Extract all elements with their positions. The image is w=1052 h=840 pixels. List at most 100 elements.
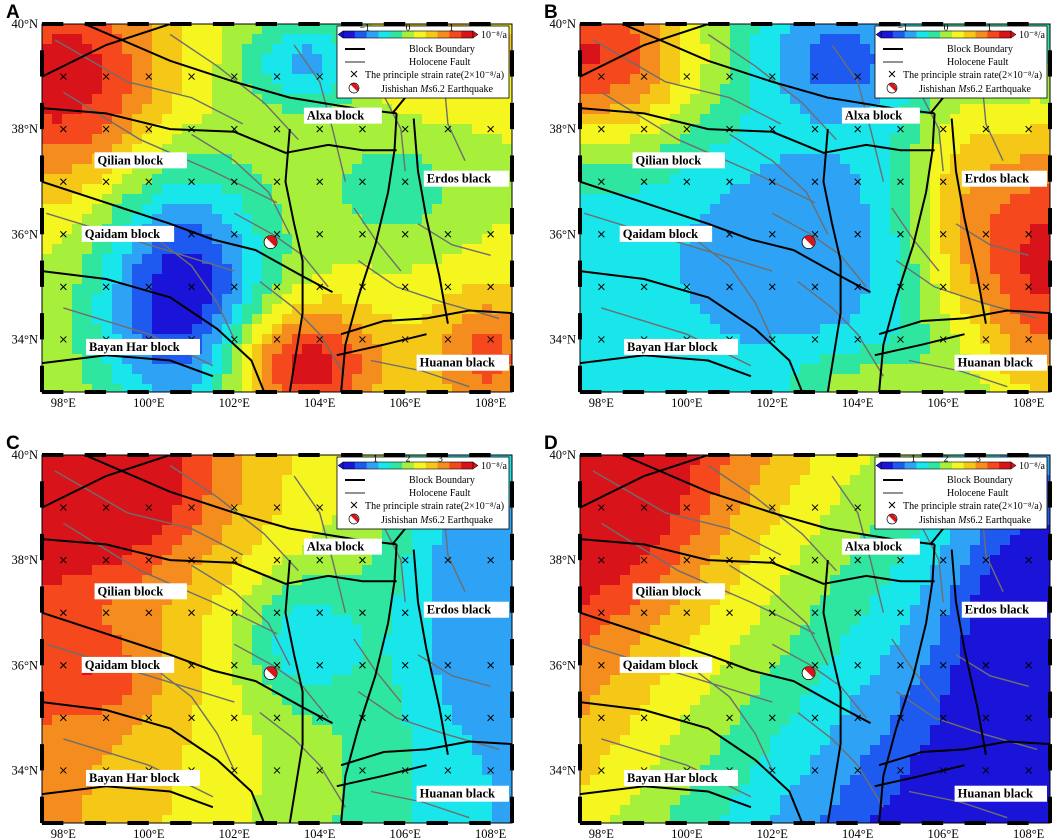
field-cell — [262, 34, 273, 45]
field-cell — [252, 54, 263, 65]
field-cell — [402, 625, 413, 636]
field-cell — [232, 84, 243, 95]
block-label-qaidam: Qaidam block — [623, 227, 698, 241]
field-cell — [850, 384, 861, 392]
field-cell — [162, 284, 173, 295]
field-cell — [810, 154, 821, 165]
field-cell — [342, 124, 353, 135]
field-cell — [760, 344, 771, 355]
field-cell — [710, 214, 721, 225]
field-cell — [590, 34, 601, 45]
field-cell — [102, 124, 113, 135]
field-cell — [252, 314, 263, 325]
field-cell — [840, 324, 851, 335]
field-cell — [780, 114, 791, 125]
field-cell — [650, 94, 661, 105]
strain-cross-mark — [683, 73, 691, 80]
field-cell — [192, 104, 203, 115]
field-cell — [232, 214, 243, 225]
field-cell — [362, 334, 373, 345]
field-cell — [382, 234, 393, 245]
field-cell — [372, 625, 383, 636]
field-cell — [172, 595, 183, 606]
field-cell — [880, 244, 891, 255]
field-cell — [1040, 254, 1050, 265]
field-cell — [262, 384, 273, 392]
field-cell — [182, 535, 193, 546]
field-cell — [142, 304, 153, 315]
field-cell — [72, 585, 83, 596]
field-cell — [630, 384, 641, 392]
field-cell — [990, 344, 1001, 355]
field-cell — [92, 505, 103, 516]
field-cell — [152, 314, 163, 325]
field-cell — [600, 344, 611, 355]
field-cell — [740, 344, 751, 355]
field-cell — [172, 214, 183, 225]
field-cell — [102, 364, 113, 375]
field-cell — [412, 555, 423, 566]
field-cell — [312, 294, 323, 305]
field-cell — [402, 274, 413, 285]
field-cell — [890, 174, 901, 185]
field-cell — [332, 625, 343, 636]
field-cell — [710, 24, 721, 35]
legend-block-boundary: Block Boundary — [947, 44, 1013, 55]
field-cell — [232, 615, 243, 626]
field-cell — [502, 204, 512, 215]
field-cell — [1010, 144, 1021, 155]
field-cell — [1010, 304, 1021, 315]
field-cell — [590, 224, 601, 235]
field-cell — [212, 364, 223, 375]
field-cell — [600, 134, 611, 145]
field-cell — [182, 475, 193, 486]
field-cell — [800, 64, 811, 75]
field-cell — [292, 34, 303, 45]
map-panel-c: C98°E 100°E 102°E 104°E 106°E 108°E40°N38°N36… — [6, 433, 514, 840]
field-cell — [580, 334, 591, 345]
field-cell — [1010, 374, 1021, 385]
strain-cross-mark — [487, 125, 494, 133]
field-cell — [860, 274, 871, 285]
field-cell — [1030, 384, 1041, 392]
field-cell — [192, 525, 203, 536]
field-cell — [910, 364, 921, 375]
field-cell — [222, 485, 233, 496]
field-cell — [462, 234, 473, 245]
field-cell — [620, 384, 631, 392]
field-cell — [830, 164, 841, 175]
field-cell — [222, 605, 233, 616]
field-cell — [42, 194, 53, 205]
field-cell — [710, 94, 721, 105]
field-cell — [372, 645, 383, 656]
field-cell — [332, 615, 343, 626]
field-cell — [610, 24, 621, 35]
field-cell — [720, 184, 731, 195]
field-cell — [670, 274, 681, 285]
field-cell — [302, 234, 313, 245]
field-cell — [232, 384, 243, 392]
field-cell — [92, 354, 103, 365]
field-cell — [770, 44, 781, 55]
field-cell — [52, 605, 63, 616]
field-cell — [392, 555, 403, 566]
field-cell — [462, 204, 473, 215]
field-cell — [462, 284, 473, 295]
field-cell — [242, 615, 253, 626]
field-cell — [980, 284, 991, 295]
field-cell — [502, 274, 512, 285]
strain-cross-mark — [60, 336, 67, 343]
field-cell — [640, 364, 651, 375]
field-cell — [292, 374, 303, 385]
field-cell — [760, 34, 771, 45]
field-cell — [700, 214, 711, 225]
field-cell — [402, 134, 413, 145]
field-cell — [860, 234, 871, 245]
field-cell — [790, 134, 801, 145]
field-cell — [492, 294, 503, 305]
field-cell — [820, 314, 831, 325]
field-cell — [502, 324, 512, 335]
field-cell — [332, 635, 343, 646]
field-cell — [780, 224, 791, 235]
strain-cross-mark — [273, 336, 281, 343]
